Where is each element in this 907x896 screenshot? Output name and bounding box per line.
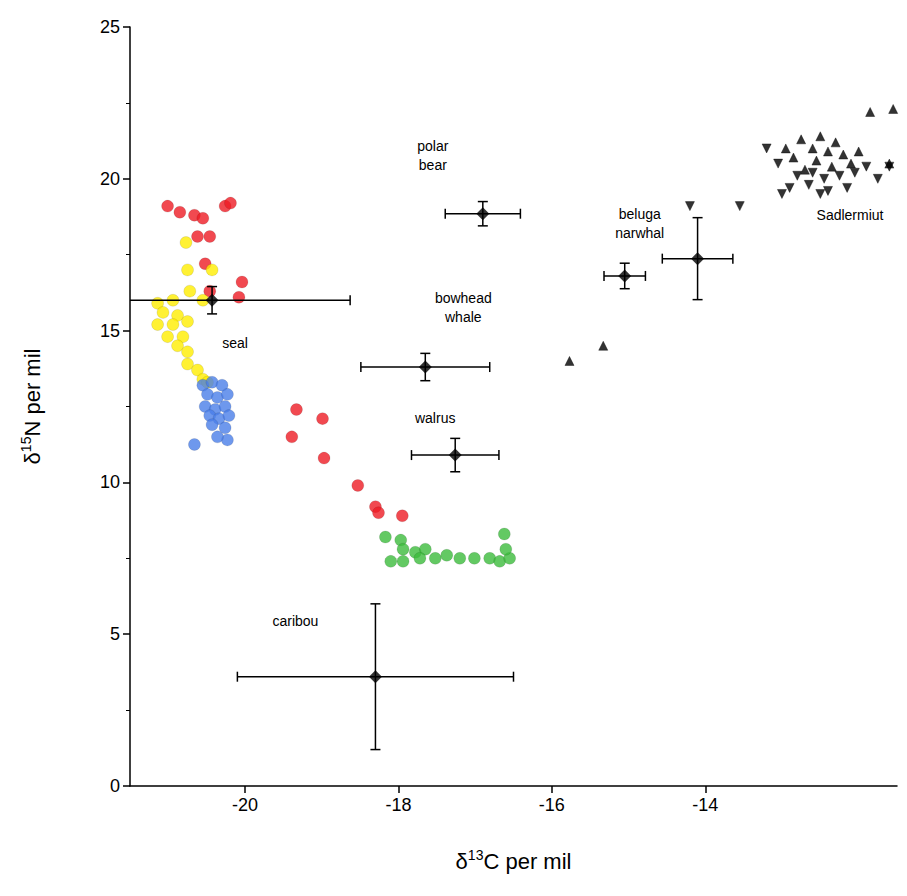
svg-text:whale: whale (444, 309, 482, 325)
svg-text:Sadlermiut: Sadlermiut (817, 207, 884, 223)
svg-text:20: 20 (100, 169, 120, 189)
svg-text:0: 0 (110, 776, 120, 796)
svg-text:δ: δ (456, 849, 468, 874)
svg-text:beluga: beluga (619, 206, 661, 222)
svg-text:N per mil: N per mil (20, 349, 45, 437)
svg-text:-18: -18 (385, 795, 411, 815)
svg-text:10: 10 (100, 472, 120, 492)
svg-text:-20: -20 (232, 795, 258, 815)
svg-text:caribou: caribou (272, 613, 318, 629)
svg-text:25: 25 (100, 17, 120, 37)
svg-text:5: 5 (110, 624, 120, 644)
svg-text:walrus: walrus (414, 410, 455, 426)
svg-text:15: 15 (18, 436, 34, 452)
svg-text:-14: -14 (692, 795, 718, 815)
svg-text:bowhead: bowhead (435, 290, 492, 306)
svg-text:15: 15 (100, 321, 120, 341)
svg-text:δ: δ (20, 452, 45, 464)
svg-text:13: 13 (468, 847, 484, 863)
svg-text:polar: polar (417, 138, 448, 154)
svg-text:narwhal: narwhal (615, 225, 664, 241)
svg-text:seal: seal (222, 335, 248, 351)
svg-text:bear: bear (419, 157, 447, 173)
svg-text:-16: -16 (539, 795, 565, 815)
svg-text:C per mil: C per mil (483, 849, 571, 874)
